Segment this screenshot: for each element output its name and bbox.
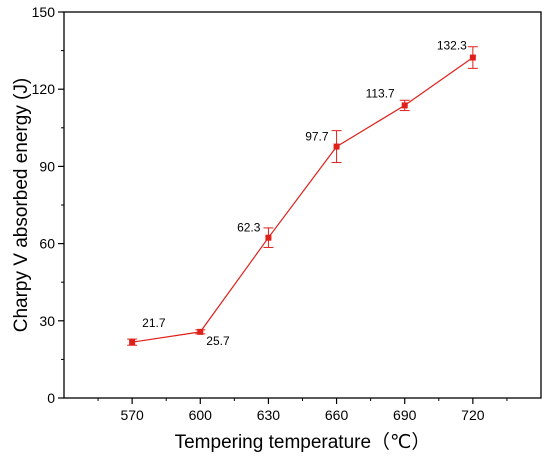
data-label: 132.3 xyxy=(437,39,467,53)
x-axis: 570 600 630 660 690 720 xyxy=(97,398,508,423)
y-tick-label: 60 xyxy=(39,236,55,252)
y-tick-label: 150 xyxy=(32,4,56,20)
data-point xyxy=(401,102,408,109)
data-point xyxy=(333,143,340,150)
series-polyline xyxy=(132,57,474,343)
data-point xyxy=(129,339,136,346)
y-tick-label: 30 xyxy=(39,313,55,329)
data-label: 21.7 xyxy=(142,316,166,330)
series-line xyxy=(132,57,474,343)
y-tick-label: 0 xyxy=(47,390,55,406)
data-label: 62.3 xyxy=(237,221,261,235)
data-labels: 21.7 25.7 62.3 97.7 113.7 132.3 xyxy=(142,39,467,348)
x-tick-label: 600 xyxy=(189,407,213,423)
data-label: 113.7 xyxy=(366,86,395,100)
x-tick-label: 570 xyxy=(120,407,144,423)
x-tick-label: 690 xyxy=(393,407,417,423)
x-tick-label: 630 xyxy=(257,407,281,423)
x-tick-label: 720 xyxy=(461,407,485,423)
data-points xyxy=(129,54,476,346)
x-tick-label: 660 xyxy=(325,407,349,423)
plot-border xyxy=(63,11,542,399)
data-point xyxy=(265,234,272,241)
y-tick-label: 90 xyxy=(39,158,55,174)
x-axis-title: Tempering temperature（℃） xyxy=(175,431,431,453)
data-point xyxy=(197,328,204,335)
data-label: 25.7 xyxy=(206,334,230,348)
data-label: 97.7 xyxy=(305,130,329,144)
y-axis: 0 30 60 90 120 150 xyxy=(32,4,64,406)
y-tick-label: 120 xyxy=(32,81,56,97)
plot-area xyxy=(63,11,542,399)
data-point xyxy=(469,54,476,61)
y-axis-title: Charpy V absorbed energy (J) xyxy=(11,78,32,333)
